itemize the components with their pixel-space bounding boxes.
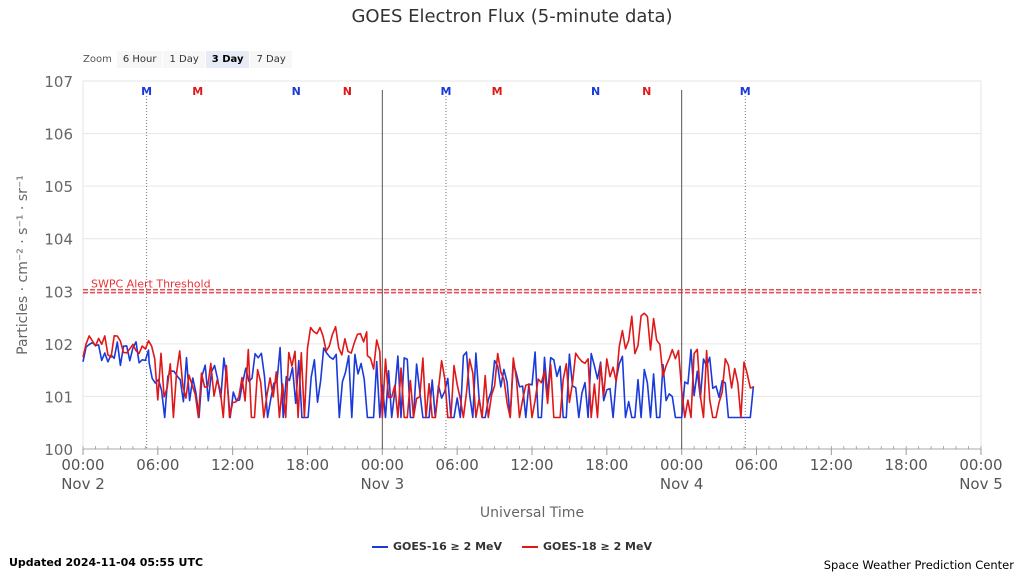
- y-tick-label: 102: [44, 336, 73, 354]
- legend-item-goes16[interactable]: GOES-16 ≥ 2 MeV: [372, 540, 502, 553]
- legend-label-goes18: GOES-18 ≥ 2 MeV: [543, 540, 652, 553]
- x-tick-label: 00:00: [660, 456, 703, 474]
- x-tick-label: 12:00: [510, 456, 553, 474]
- y-tick-label: 105: [44, 178, 73, 196]
- y-tick-label: 100: [44, 441, 73, 459]
- x-tick-label: 18:00: [286, 456, 329, 474]
- x-tick-label: 12:00: [211, 456, 254, 474]
- alert-threshold: SWPC Alert Threshold: [83, 277, 981, 294]
- zoom-3-day-button[interactable]: 3 Day: [205, 51, 250, 68]
- plot-frame: [82, 80, 982, 450]
- x-tick-label: 18:00: [585, 456, 628, 474]
- legend-swatch-goes18: [522, 545, 538, 548]
- x-tick-label: 06:00: [136, 456, 179, 474]
- chart-title: GOES Electron Flux (5-minute data): [351, 6, 673, 27]
- legend-swatch-goes16: [372, 545, 389, 548]
- x-tick-label: 18:00: [885, 456, 928, 474]
- credit-text: Space Weather Prediction Center: [823, 558, 1014, 572]
- updated-timestamp: Updated 2024-11-04 05:55 UTC: [9, 556, 204, 569]
- x-date-label: Nov 4: [660, 475, 704, 493]
- y-tick-label: 104: [44, 231, 73, 249]
- y-tick-label: 103: [44, 283, 73, 301]
- x-tick-label: 00:00: [61, 456, 104, 474]
- legend-item-goes18[interactable]: GOES-18 ≥ 2 MeV: [522, 540, 652, 553]
- marker-label: N: [343, 85, 352, 98]
- threshold-label: SWPC Alert Threshold: [91, 277, 211, 290]
- zoom-6-hour-button[interactable]: 6 Hour: [116, 51, 163, 68]
- grid-lines: [82, 80, 982, 450]
- x-tick-label: 00:00: [361, 456, 404, 474]
- marker-label: N: [642, 85, 651, 98]
- series-lines: [82, 312, 755, 419]
- marker-label: N: [591, 85, 600, 98]
- legend: GOES-16 ≥ 2 MeV GOES-18 ≥ 2 MeV: [0, 540, 1024, 553]
- x-tick-label: 00:00: [959, 456, 1002, 474]
- marker-label: N: [292, 85, 301, 98]
- series-line-goes18: [82, 312, 754, 419]
- legend-label-goes16: GOES-16 ≥ 2 MeV: [393, 540, 502, 553]
- x-date-label: Nov 3: [361, 475, 405, 493]
- x-tick-label: 12:00: [810, 456, 853, 474]
- marker-label: M: [192, 85, 203, 98]
- x-axis-label: Universal Time: [480, 505, 584, 521]
- x-tick-label: 06:00: [436, 456, 479, 474]
- zoom-control: Zoom 6 Hour 1 Day 3 Day 7 Day: [83, 50, 293, 69]
- y-tick-label: 107: [44, 73, 73, 91]
- x-tick-label: 06:00: [735, 456, 778, 474]
- x-date-label: Nov 2: [61, 475, 105, 493]
- marker-label: M: [492, 85, 503, 98]
- zoom-7-day-button[interactable]: 7 Day: [250, 51, 292, 68]
- marker-label: M: [740, 85, 751, 98]
- series-line-goes16: [82, 340, 755, 419]
- marker-label: M: [440, 85, 451, 98]
- y-axis: 100 101 102 103 104 105 106 107: [44, 73, 73, 459]
- y-axis-label: Particles · cm⁻² · s⁻¹ · sr⁻¹: [15, 175, 31, 355]
- zoom-1-day-button[interactable]: 1 Day: [163, 51, 205, 68]
- x-date-label: Nov 5: [959, 475, 1003, 493]
- y-tick-label: 106: [44, 126, 73, 144]
- zoom-label: Zoom: [83, 54, 112, 65]
- marker-label: M: [141, 85, 152, 98]
- y-tick-label: 101: [44, 388, 73, 406]
